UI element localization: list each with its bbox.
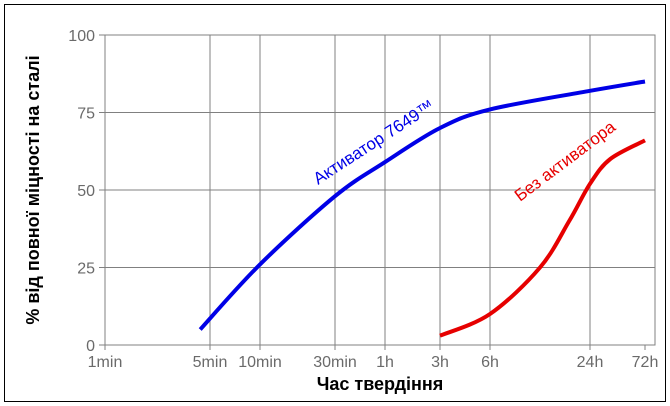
x-tick-label: 24h — [577, 354, 604, 371]
series-line — [198, 79, 646, 331]
x-tick-label: 1h — [376, 354, 394, 371]
series-line — [439, 138, 646, 338]
x-tick-label: 5min — [193, 354, 228, 371]
x-axis-title: Час твердіння — [317, 374, 444, 394]
x-tick-label: 3h — [431, 354, 449, 371]
x-tick-label: 72h — [632, 354, 659, 371]
x-tick-label: 6h — [481, 354, 499, 371]
y-tick-label: 75 — [77, 106, 95, 123]
series-layer — [198, 79, 646, 338]
x-tick-label: 30min — [313, 354, 357, 371]
chart-frame — [4, 4, 666, 402]
x-tick-label: 1min — [88, 354, 123, 371]
y-tick-label: 25 — [77, 261, 95, 278]
y-axis-title: % від повної міцності на сталі — [23, 55, 43, 324]
y-tick-label: 0 — [86, 338, 95, 355]
y-tick-label: 50 — [77, 183, 95, 200]
series-label: Без активатора — [511, 117, 620, 205]
tick-layer: 1min 5min 10min 30min 1h 3h 6h 24h 72h 0 25 50 75 100 — [68, 28, 658, 371]
y-tick-label: 100 — [68, 28, 95, 45]
x-tick-label: 10min — [238, 354, 282, 371]
grid-layer — [105, 35, 655, 345]
